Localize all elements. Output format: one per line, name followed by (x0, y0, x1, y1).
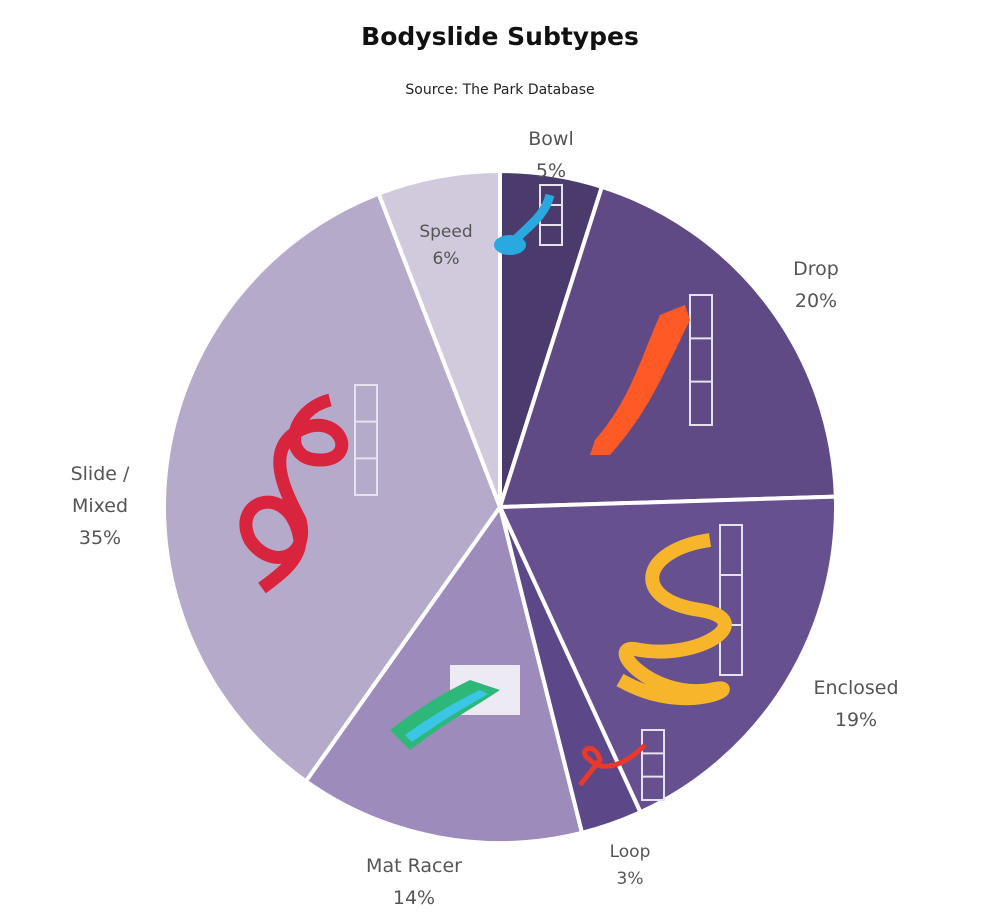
slice-label: Enclosed 19% (813, 677, 898, 731)
chart-title: Bodyslide Subtypes (361, 22, 639, 51)
slice-label: Loop 3% (610, 842, 651, 889)
drop-slide-icon (590, 294, 713, 455)
slice-label: Speed 6% (419, 222, 472, 269)
bowl-slide-icon (494, 184, 563, 255)
enclosed-spiral-slide-icon (616, 524, 743, 706)
pie-slice-slide-mixed (162, 191, 502, 784)
mixed-spiral-slide-icon (239, 384, 378, 594)
pie-slice-mat-racer (303, 505, 584, 845)
slice-label: Mat Racer 14% (366, 855, 462, 909)
loop-slide-icon (578, 729, 665, 801)
slice-label: Slide / Mixed 35% (71, 463, 130, 549)
chart-subtitle: Source: The Park Database (405, 82, 595, 98)
slice-label: Bowl 5% (528, 128, 573, 182)
slice-label: Drop 20% (793, 258, 839, 312)
mat-racer-slide-icon (390, 665, 520, 750)
pie-slice-speed (376, 169, 502, 509)
